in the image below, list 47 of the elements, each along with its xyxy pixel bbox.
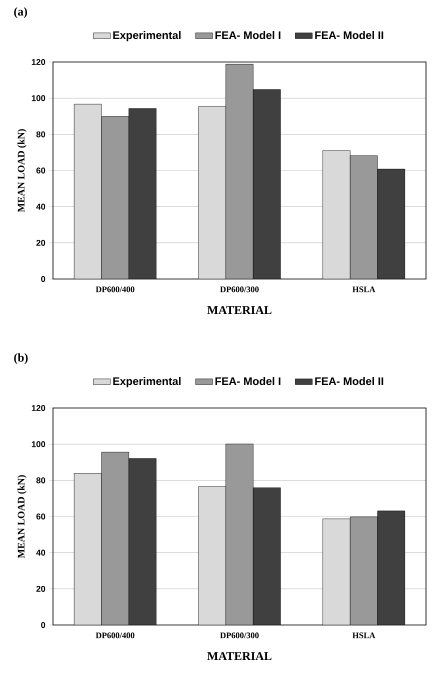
- y-tick-label: 100: [32, 441, 46, 448]
- y-tick-label: 40: [36, 550, 46, 556]
- y-tick-label: 100: [32, 95, 46, 102]
- y-tick-label: 60: [36, 514, 46, 520]
- y-axis-title: MEAN LOAD (kN): [17, 475, 27, 558]
- y-tick-label: 80: [36, 477, 46, 484]
- bar: [128, 108, 156, 280]
- y-tick-label: 120: [32, 405, 46, 411]
- x-tick-label: DP600/400: [96, 286, 134, 292]
- bar: [322, 150, 350, 280]
- legend-label: Experimental: [113, 377, 181, 388]
- y-tick-label: 120: [32, 59, 46, 65]
- bar: [377, 510, 406, 626]
- legend-label: FEA- Model I: [215, 377, 280, 386]
- x-tick-label: HSLA: [352, 286, 376, 292]
- x-tick-label: HSLA: [352, 632, 376, 638]
- legend-label: FEA- Model I: [215, 31, 280, 40]
- y-axis-title: MEAN LOAD (kN): [17, 129, 27, 212]
- x-tick-label: DP600/400: [96, 632, 134, 638]
- bar: [198, 486, 226, 626]
- chart-title: (a): [14, 7, 28, 18]
- x-tick-label: DP600/300: [220, 286, 259, 292]
- bar: [128, 458, 156, 626]
- bar: [252, 89, 281, 280]
- y-tick-label: 20: [36, 240, 46, 246]
- y-tick-label: 0: [41, 622, 46, 628]
- x-axis-title: MATERIAL: [207, 652, 272, 660]
- legend-label: FEA- Model II: [315, 377, 384, 386]
- bar: [101, 116, 130, 280]
- legend-label: Experimental: [113, 31, 181, 42]
- y-tick-label: 80: [36, 131, 46, 138]
- legend-label: FEA- Model II: [315, 31, 384, 40]
- bar: [74, 473, 102, 626]
- bar: [74, 104, 102, 280]
- bar: [226, 64, 254, 280]
- y-tick-label: 20: [36, 586, 46, 592]
- bar: [322, 518, 350, 626]
- x-tick-label: DP600/300: [220, 632, 259, 638]
- bar: [350, 155, 378, 280]
- x-axis-title: MATERIAL: [207, 306, 272, 314]
- y-tick-label: 60: [36, 168, 46, 174]
- y-tick-label: 0: [41, 276, 46, 282]
- chart-title: (b): [14, 353, 28, 364]
- bar: [377, 168, 406, 280]
- bar: [252, 488, 281, 626]
- bar: [198, 106, 226, 280]
- y-tick-label: 40: [36, 204, 46, 210]
